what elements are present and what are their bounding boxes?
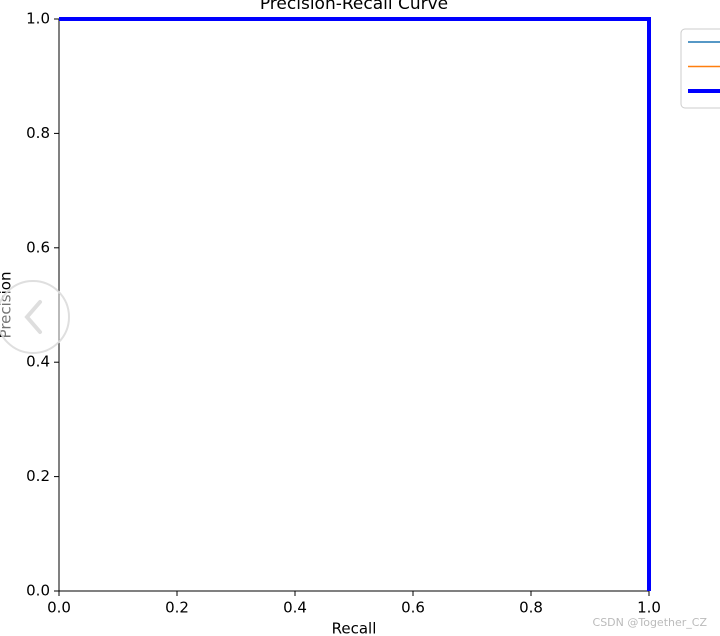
y-tick-label: 0.8 bbox=[26, 124, 50, 142]
watermark: CSDN @Together_CZ bbox=[593, 616, 708, 629]
x-tick-label: 0.8 bbox=[519, 599, 543, 617]
x-tick-label: 0.4 bbox=[283, 599, 307, 617]
y-tick-label: 0.6 bbox=[26, 238, 50, 256]
chart-title: Precision-Recall Curve bbox=[260, 0, 448, 14]
legend-box bbox=[680, 28, 720, 109]
legend bbox=[680, 28, 720, 109]
plot-area: 0.0 0.2 0.4 0.6 0.8 1.0 0.0 0.2 0.4 0.6 0.8 1.0 bbox=[26, 10, 661, 617]
y-tick-label: 0.2 bbox=[26, 467, 50, 485]
x-tick-label: 1.0 bbox=[637, 599, 661, 617]
y-tick-label: 1.0 bbox=[26, 10, 50, 28]
y-tick-label: 0.0 bbox=[26, 582, 50, 600]
x-axis-label: Recall bbox=[332, 620, 377, 636]
y-tick-label: 0.4 bbox=[26, 353, 50, 371]
x-tick-label: 0.2 bbox=[165, 599, 189, 617]
nav-button[interactable] bbox=[0, 280, 70, 354]
x-tick-label: 0.6 bbox=[401, 599, 425, 617]
x-tick-label: 0.0 bbox=[47, 599, 71, 617]
series-line bbox=[59, 17, 651, 591]
